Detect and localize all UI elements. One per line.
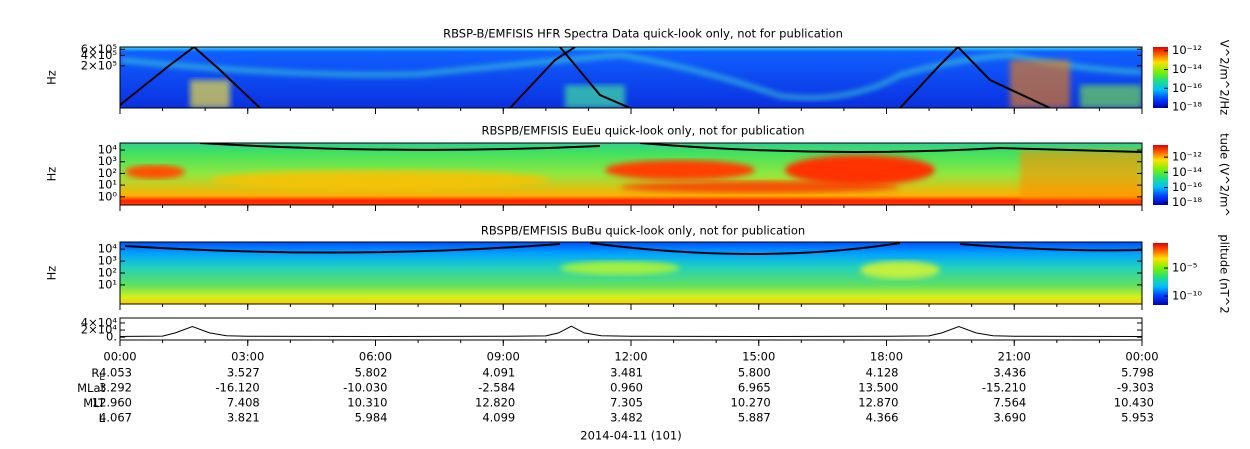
y-tick-label: 10² (98, 166, 117, 180)
line-series (119, 325, 1143, 337)
y-tick-label: 10³ (98, 254, 118, 268)
ephemeris-value: 3.690 (993, 411, 1026, 425)
ephemeris-value: 4.053 (99, 366, 132, 380)
ephemeris-value: -10.030 (343, 381, 387, 395)
colorbar-tick-label: 10⁻¹⁸ (1172, 100, 1202, 114)
y-tick-label: 10¹ (98, 178, 117, 192)
x-tick-label: 15:00 (742, 350, 775, 364)
colorbar-tick-label: 10⁻¹² (1172, 150, 1202, 164)
eueu-spectrogram (120, 143, 1142, 205)
ephemeris-value: 7.305 (610, 396, 643, 410)
y-tick-label: 10¹ (98, 277, 117, 291)
ephemeris-value: 5.802 (355, 366, 388, 380)
x-tick-label: 21:00 (998, 350, 1031, 364)
ephemeris-value: 4.366 (866, 411, 899, 425)
ephemeris-value: 7.564 (993, 396, 1026, 410)
colorbar-label: tude (V^2/m^ (1218, 133, 1232, 217)
ephemeris-value: -2.584 (478, 381, 515, 395)
ephemeris-value: 4.128 (866, 366, 899, 380)
ephemeris-value: 12.960 (92, 396, 132, 410)
colorbar (1153, 243, 1168, 305)
colorbar (1153, 47, 1168, 108)
panel-title: RBSPB/EMFISIS EuEu quick-look only, not … (481, 124, 804, 138)
x-tick-label: 18:00 (870, 350, 903, 364)
colorbar-tick-label: 10⁻¹² (1172, 43, 1202, 57)
y-tick-label: 10⁰ (98, 189, 118, 203)
y-tick-label: 2×10⁴ (81, 323, 118, 337)
ephemeris-value: 12.870 (858, 396, 898, 410)
ephemeris-value: 3.821 (227, 411, 260, 425)
colorbar-label: V^2/m^2/Hz (1218, 40, 1232, 115)
y-tick-label: 10⁴ (98, 242, 118, 256)
ephemeris-value: -16.120 (215, 381, 259, 395)
ephemeris-label: MLat (77, 381, 105, 395)
ephemeris-value: 4.067 (99, 411, 132, 425)
ephemeris-value: -15.210 (982, 381, 1026, 395)
colorbar-tick-label: 10⁻¹⁰ (1172, 289, 1202, 303)
ephemeris-label-text: MLT (83, 396, 106, 410)
ephemeris-label-text: L (99, 411, 106, 425)
ephemeris-label-text: R (91, 366, 99, 380)
ephemeris-value: 7.408 (227, 396, 260, 410)
x-tick-label: 12:00 (614, 350, 647, 364)
panel-title: RBSPB/EMFISIS BuBu quick-look only, not … (481, 224, 805, 238)
y-axis-label: Hz (45, 167, 59, 182)
ephemeris-value: 0.960 (610, 381, 643, 395)
x-axis-label: 2014-04-11 (101) (580, 429, 681, 443)
ephemeris-value: 5.953 (1121, 411, 1154, 425)
ephemeris-label-text: MLat (77, 381, 105, 395)
ephemeris-label: RE (91, 366, 105, 383)
y-tick-label: 2×10⁵ (81, 58, 118, 72)
y-tick-label: 10⁴ (98, 143, 118, 157)
y-tick-label: 0. (106, 330, 117, 344)
ephemeris-value: 3.482 (610, 411, 643, 425)
y-tick-label: 10² (98, 266, 117, 280)
ephemeris-value: 10.270 (731, 396, 771, 410)
ephemeris-value: 5.984 (355, 411, 388, 425)
ephemeris-value: 3.292 (99, 381, 132, 395)
y-tick-label: 6×10⁵ (81, 42, 118, 56)
y-tick-label: 4×10⁴ (81, 315, 118, 329)
ephemeris-value: 3.527 (227, 366, 260, 380)
x-tick-label: 09:00 (487, 350, 520, 364)
ephemeris-value: 10.430 (1114, 396, 1154, 410)
colorbar-tick-label: 10⁻¹⁴ (1172, 165, 1202, 179)
ephemeris-label-sub: E (99, 373, 105, 383)
ephemeris-value: 3.481 (610, 366, 643, 380)
panel-title: RBSP-B/EMFISIS HFR Spectra Data quick-lo… (443, 27, 843, 41)
colorbar-tick-label: 10⁻¹⁶ (1172, 180, 1202, 194)
colorbar-tick-label: 10⁻¹⁶ (1172, 81, 1202, 95)
colorbar-tick-label: 10⁻¹⁴ (1172, 62, 1202, 76)
colorbar (1153, 145, 1168, 205)
ephemeris-value: 5.800 (738, 366, 771, 380)
bubu-spectrogram (120, 242, 1142, 304)
ephemeris-value: 13.500 (858, 381, 898, 395)
y-tick-label: 10³ (98, 154, 118, 168)
ephemeris-label: L (99, 411, 106, 425)
ephemeris-value: 4.099 (482, 411, 515, 425)
y-tick-label: 4×10⁵ (81, 48, 118, 62)
ephemeris-value: 5.887 (738, 411, 771, 425)
ephemeris-value: 10.310 (347, 396, 387, 410)
colorbar-tick-label: 10⁻¹⁸ (1172, 195, 1202, 209)
ephemeris-label: MLT (83, 396, 106, 410)
ephemeris-value: -9.303 (1117, 381, 1154, 395)
ephemeris-value: 12.820 (475, 396, 515, 410)
y-axis-label: Hz (45, 70, 59, 85)
ephemeris-value: 5.798 (1121, 366, 1154, 380)
x-tick-label: 03:00 (231, 350, 264, 364)
ephemeris-value: 3.436 (993, 366, 1026, 380)
colorbar-tick-label: 10⁻⁵ (1172, 261, 1198, 275)
y-axis-label: Hz (45, 266, 59, 281)
ephemeris-value: 4.091 (482, 366, 515, 380)
ephemeris-value: 6.965 (738, 381, 771, 395)
x-tick-label: 00:00 (1125, 350, 1158, 364)
x-tick-label: 06:00 (359, 350, 392, 364)
x-tick-label: 00:00 (103, 350, 136, 364)
colorbar-label: plitude (nT^2 (1218, 234, 1232, 313)
hfr-spectrogram (120, 47, 1142, 108)
